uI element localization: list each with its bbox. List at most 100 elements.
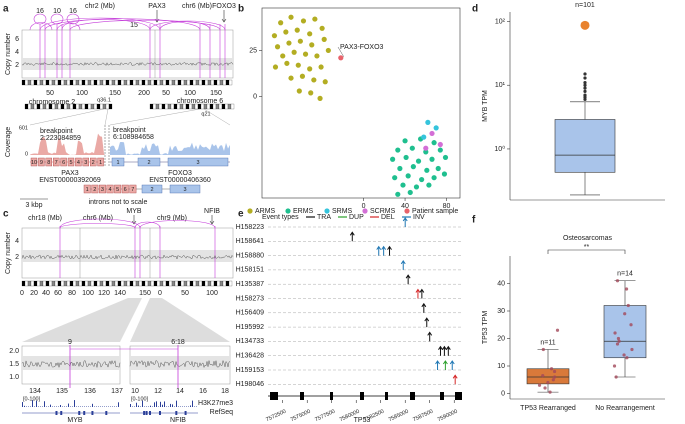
panel-label: d bbox=[472, 4, 478, 15]
exon bbox=[30, 157, 38, 167]
ideogram-band bbox=[84, 103, 89, 110]
ideogram-band bbox=[24, 103, 29, 110]
ideogram-band bbox=[51, 79, 56, 86]
zoom bbox=[29, 108, 231, 126]
scale-label: 3 kbp bbox=[25, 202, 42, 209]
point bbox=[402, 138, 408, 144]
fusion-exon bbox=[114, 184, 122, 194]
ideogram-band bbox=[201, 280, 206, 287]
y-tick-label: 0 bbox=[253, 93, 257, 100]
ideogram-band bbox=[177, 79, 182, 86]
ideogram-band bbox=[123, 280, 128, 287]
ideogram-band bbox=[138, 280, 143, 287]
box bbox=[554, 119, 616, 173]
ideogram-band bbox=[96, 79, 101, 86]
ideogram-band bbox=[165, 280, 170, 287]
ideogram-band bbox=[228, 280, 233, 287]
point bbox=[400, 182, 406, 188]
y-tick-label: 0 bbox=[501, 390, 505, 397]
point bbox=[549, 367, 554, 371]
point bbox=[291, 49, 297, 55]
legend-label: INV bbox=[413, 214, 425, 221]
fusion-exon bbox=[121, 184, 129, 194]
sample-label: H158641 bbox=[236, 238, 265, 245]
point bbox=[407, 189, 413, 196]
track-bar bbox=[36, 400, 37, 407]
ideogram-band bbox=[218, 103, 223, 110]
gene-label: TP53 bbox=[354, 417, 371, 424]
sample-label: H134733 bbox=[236, 338, 265, 345]
ideogram-band bbox=[227, 103, 232, 110]
ideogram-band bbox=[105, 79, 110, 86]
ideogram-band bbox=[156, 79, 161, 86]
x-tick-label: 140 bbox=[114, 290, 126, 297]
exon-label: 1 bbox=[99, 160, 102, 166]
ideogram-band bbox=[168, 79, 173, 86]
point bbox=[397, 165, 403, 172]
axis-title: MYB TPM bbox=[482, 90, 489, 122]
x-tick-label: 80 bbox=[443, 203, 451, 210]
track-bar bbox=[192, 400, 193, 407]
point bbox=[307, 66, 313, 72]
event-arrow bbox=[405, 274, 411, 285]
point bbox=[421, 134, 427, 140]
n-label: n=14 bbox=[617, 271, 633, 278]
point bbox=[612, 364, 617, 368]
outlier bbox=[583, 76, 587, 80]
point bbox=[616, 336, 621, 341]
refseq-exon bbox=[60, 411, 63, 415]
ideogram-band bbox=[78, 79, 83, 86]
ideogram-band bbox=[162, 280, 167, 287]
ideogram-band bbox=[171, 79, 176, 86]
ideogram-band bbox=[213, 79, 218, 86]
track-bar bbox=[88, 406, 89, 407]
ideogram-band bbox=[153, 280, 158, 287]
gene-exon bbox=[330, 392, 333, 400]
sv-arc bbox=[44, 18, 201, 31]
ideogram-band bbox=[114, 79, 119, 86]
zoom-label: 6:18 bbox=[171, 339, 185, 346]
axis-title: chr6 (Mb) bbox=[182, 3, 212, 10]
refseq-exon bbox=[105, 411, 108, 415]
sv-arc bbox=[159, 21, 211, 31]
ideogram-band bbox=[176, 103, 181, 110]
sample-label: H195992 bbox=[236, 324, 265, 331]
track-bar bbox=[114, 406, 115, 407]
ideogram-band bbox=[170, 103, 175, 110]
annotation: ** bbox=[584, 244, 590, 251]
point bbox=[615, 342, 620, 346]
zoom bbox=[22, 298, 142, 342]
track-bar bbox=[172, 404, 173, 407]
track-label: H3K27me3 bbox=[198, 400, 233, 407]
point bbox=[390, 156, 396, 162]
y-tick-label: 30 bbox=[497, 308, 505, 315]
ideogram-band bbox=[152, 103, 157, 110]
point bbox=[546, 380, 550, 385]
ideogram-band bbox=[105, 103, 110, 110]
x-tick-label: 50 bbox=[181, 290, 189, 297]
event-arrow bbox=[349, 231, 355, 242]
track-bar bbox=[50, 404, 51, 407]
ideogram-band bbox=[225, 280, 230, 287]
x-tick-label: 12 bbox=[154, 388, 162, 395]
sample-label: H159153 bbox=[236, 367, 265, 374]
track-bar bbox=[62, 406, 63, 407]
y-tick-label: 10¹ bbox=[495, 82, 506, 89]
y-tick-label: 6 bbox=[15, 36, 19, 43]
track-bar bbox=[142, 400, 143, 407]
track-bar bbox=[60, 404, 61, 407]
track-bar bbox=[94, 406, 95, 407]
ideogram-band bbox=[117, 280, 122, 287]
track-bar bbox=[38, 406, 39, 407]
track-bar bbox=[24, 405, 25, 407]
ideogram-band bbox=[66, 79, 71, 86]
ideogram-band bbox=[57, 280, 62, 287]
point bbox=[325, 47, 331, 54]
ideogram-band bbox=[222, 79, 227, 86]
ideogram-band bbox=[164, 103, 169, 110]
ideogram-band bbox=[87, 103, 92, 110]
point bbox=[311, 77, 317, 83]
exon bbox=[167, 157, 229, 167]
point bbox=[318, 64, 324, 70]
ideogram-band bbox=[24, 280, 29, 287]
